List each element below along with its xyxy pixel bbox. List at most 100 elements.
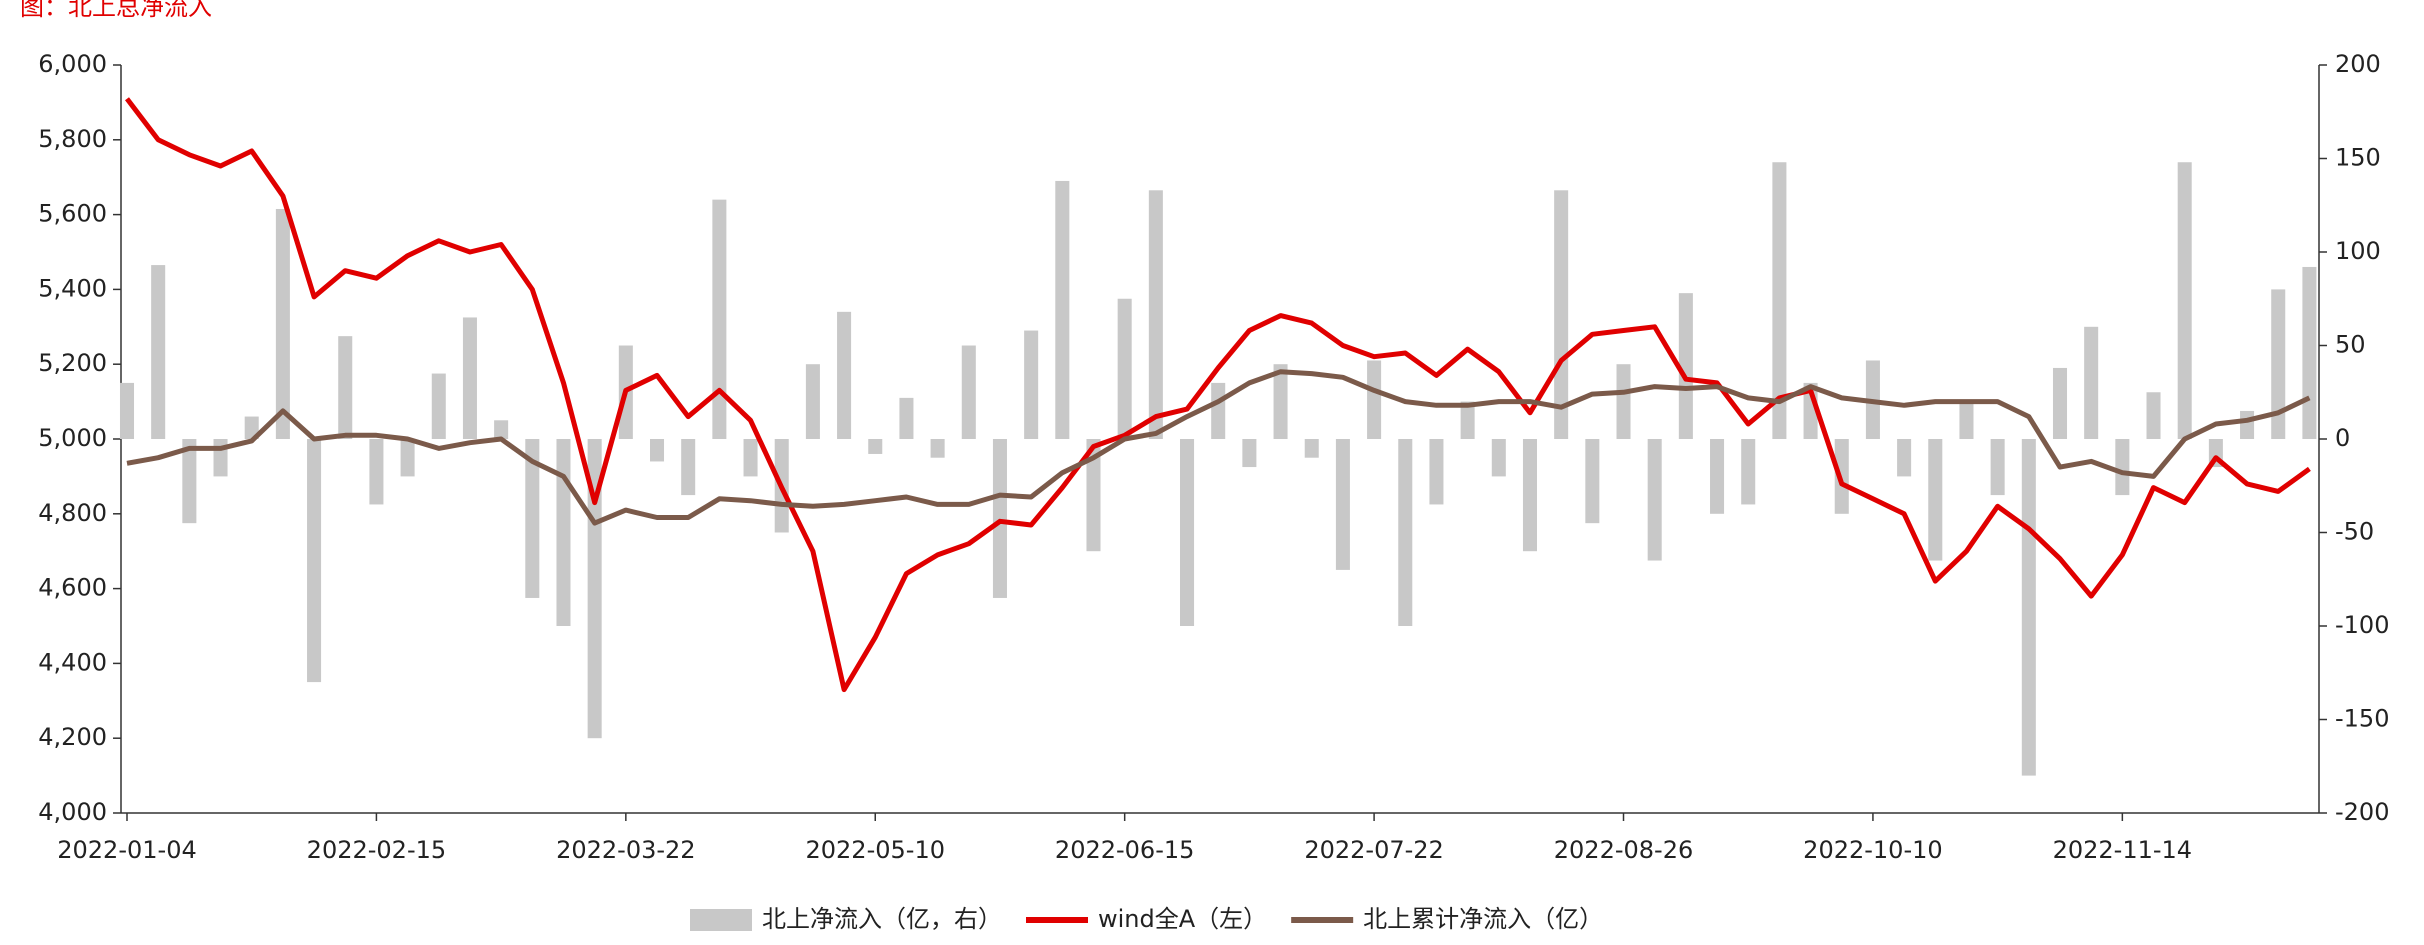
- bar: [151, 265, 166, 439]
- legend-swatch: [690, 909, 752, 931]
- bar: [837, 311, 852, 439]
- bar: [1647, 439, 1662, 561]
- y-tick-label: 5,400: [38, 274, 107, 302]
- bar: [525, 439, 540, 598]
- bar: [1554, 190, 1569, 439]
- y2-tick-label: -50: [2335, 518, 2374, 546]
- bar: [1928, 439, 1943, 561]
- y-tick-label: 4,400: [38, 648, 107, 676]
- y2-tick-label: 100: [2335, 237, 2381, 265]
- x-tick-label: 2022-07-22: [1304, 836, 1443, 864]
- bar: [649, 439, 665, 462]
- bar: [338, 336, 353, 439]
- x-tick-label: 2022-05-10: [806, 836, 945, 864]
- bar: [2146, 392, 2161, 439]
- bar: [2271, 289, 2286, 439]
- bar: [182, 439, 197, 524]
- bar: [1678, 293, 1693, 439]
- bar: [1522, 439, 1537, 552]
- bar: [556, 439, 571, 626]
- bar: [244, 416, 259, 439]
- bar: [1429, 439, 1444, 505]
- bar: [1148, 190, 1163, 439]
- bar: [2240, 410, 2255, 439]
- bar: [119, 382, 135, 439]
- bar: [1055, 180, 1070, 439]
- bar: [899, 397, 914, 439]
- bar: [930, 439, 945, 458]
- bar: [2021, 439, 2036, 776]
- bar: [712, 199, 727, 439]
- bar: [494, 420, 509, 439]
- line: [125, 97, 2311, 693]
- bar: [2052, 367, 2068, 439]
- x-tick-label: 2022-01-04: [57, 836, 196, 864]
- bar: [462, 317, 477, 439]
- bar: [1086, 439, 1101, 552]
- y2-tick-label: 150: [2335, 144, 2381, 172]
- bar: [1024, 330, 1039, 439]
- x-tick-label: 2022-06-15: [1055, 836, 1194, 864]
- y-tick-label: 5,000: [38, 424, 107, 452]
- bar: [369, 439, 384, 505]
- bar: [1710, 439, 1725, 514]
- bar: [307, 439, 322, 683]
- bar: [805, 364, 820, 439]
- bar: [1585, 439, 1600, 524]
- x-tick-label: 2022-03-22: [556, 836, 695, 864]
- bar: [1335, 439, 1350, 570]
- bar: [1897, 439, 1912, 477]
- y2-tick-label: 50: [2335, 331, 2366, 359]
- y2-tick-label: -100: [2335, 611, 2389, 639]
- bar: [400, 439, 415, 477]
- bar: [992, 439, 1007, 598]
- y2-tick-label: 0: [2335, 424, 2350, 452]
- bar: [868, 439, 883, 454]
- y-tick-label: 4,800: [38, 499, 107, 527]
- y-tick-label: 4,200: [38, 723, 107, 751]
- bar: [1242, 439, 1257, 468]
- y2-tick-label: -200: [2335, 798, 2389, 826]
- y2-tick-label: 200: [2335, 50, 2381, 78]
- bar: [1304, 439, 1319, 458]
- y-tick-label: 5,800: [38, 125, 107, 153]
- y-tick-label: 4,600: [38, 574, 107, 602]
- bar: [1616, 364, 1631, 439]
- bar: [1460, 401, 1475, 439]
- bar: [1990, 439, 2005, 496]
- x-tick-label: 2022-10-10: [1803, 836, 1942, 864]
- line: [126, 369, 2311, 526]
- bar: [1180, 439, 1195, 626]
- y-tick-label: 4,000: [38, 798, 107, 826]
- legend-label: 北上净流入（亿，右）: [762, 905, 1002, 933]
- y-tick-label: 5,200: [38, 349, 107, 377]
- bar: [961, 345, 976, 439]
- bar: [1117, 298, 1132, 439]
- x-tick-label: 2022-11-14: [2053, 836, 2192, 864]
- x-tick-label: 2022-02-15: [307, 836, 446, 864]
- legend-label: wind全A（左）: [1098, 905, 1267, 933]
- bar: [2177, 162, 2192, 440]
- bar: [213, 439, 228, 477]
- bar: [1273, 364, 1288, 439]
- bar: [2302, 266, 2317, 439]
- bar: [1491, 439, 1506, 477]
- legend-label: 北上累计净流入（亿）: [1363, 905, 1603, 933]
- y2-tick-label: -150: [2335, 705, 2389, 733]
- bar: [1211, 382, 1226, 439]
- bar: [743, 439, 758, 477]
- bar: [2115, 439, 2130, 496]
- bar: [431, 373, 446, 439]
- bar: [1367, 360, 1382, 439]
- y-tick-label: 5,600: [38, 200, 107, 228]
- bar: [1959, 401, 1974, 439]
- bar: [1772, 162, 1787, 440]
- y-tick-label: 6,000: [38, 50, 107, 78]
- chart-title: 图：北上总净流入: [20, 0, 212, 21]
- bar: [1398, 439, 1413, 626]
- x-tick-label: 2022-08-26: [1554, 836, 1693, 864]
- bar: [1741, 439, 1756, 505]
- bar: [2084, 326, 2099, 439]
- bar: [275, 208, 290, 439]
